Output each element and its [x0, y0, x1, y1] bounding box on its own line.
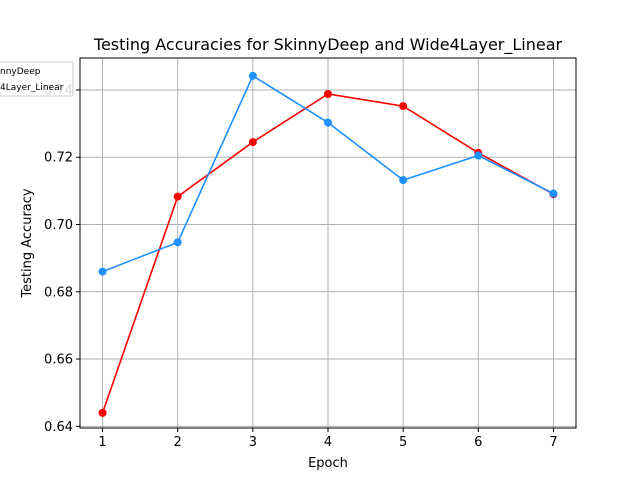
y-tick-label: 0.70 [44, 218, 73, 233]
legend-box [0, 61, 74, 97]
data-point-skinnydeep [173, 192, 182, 201]
x-tick-label: 3 [249, 435, 257, 450]
y-tick-label: 0.66 [44, 353, 73, 368]
x-tick-label: 4 [324, 435, 332, 450]
y-tick-label: 0.72 [44, 151, 73, 166]
data-point-wide4layer-linear [549, 189, 558, 198]
data-point-wide4layer-linear [399, 176, 408, 185]
legend-entry-wide4layer-linear: 4Layer_Linear [0, 83, 64, 93]
data-point-skinnydeep [324, 89, 332, 98]
x-tick-label: 7 [549, 435, 557, 450]
x-tick-label: 6 [474, 435, 482, 450]
data-point-wide4layer-linear [173, 238, 182, 247]
x-axis-label: Epoch [308, 456, 348, 471]
chart-title: Testing Accuracies for SkinnyDeep and Wi… [93, 35, 563, 55]
legend: nnyDeep 4Layer_Linear [0, 61, 74, 97]
series-wide4layer-linear [98, 71, 558, 276]
x-tick-label: 2 [174, 435, 182, 450]
x-tick-label: 1 [98, 435, 106, 450]
data-point-skinnydeep [399, 102, 408, 111]
data-point-wide4layer-linear [248, 71, 257, 80]
y-axis-label: Testing Accuracy [20, 188, 35, 298]
legend-entry-skinnydeep: nnyDeep [0, 67, 41, 77]
series-layer [98, 71, 558, 417]
data-point-wide4layer-linear [324, 118, 332, 127]
data-point-skinnydeep [98, 408, 107, 417]
grid-lines [80, 58, 576, 428]
y-tick-label: 0.64 [44, 420, 73, 435]
y-tick-label: 0.68 [44, 285, 73, 300]
data-point-wide4layer-linear [98, 267, 107, 276]
data-point-wide4layer-linear [474, 151, 483, 160]
data-point-skinnydeep [248, 138, 257, 147]
x-tick-label: 5 [399, 435, 407, 450]
